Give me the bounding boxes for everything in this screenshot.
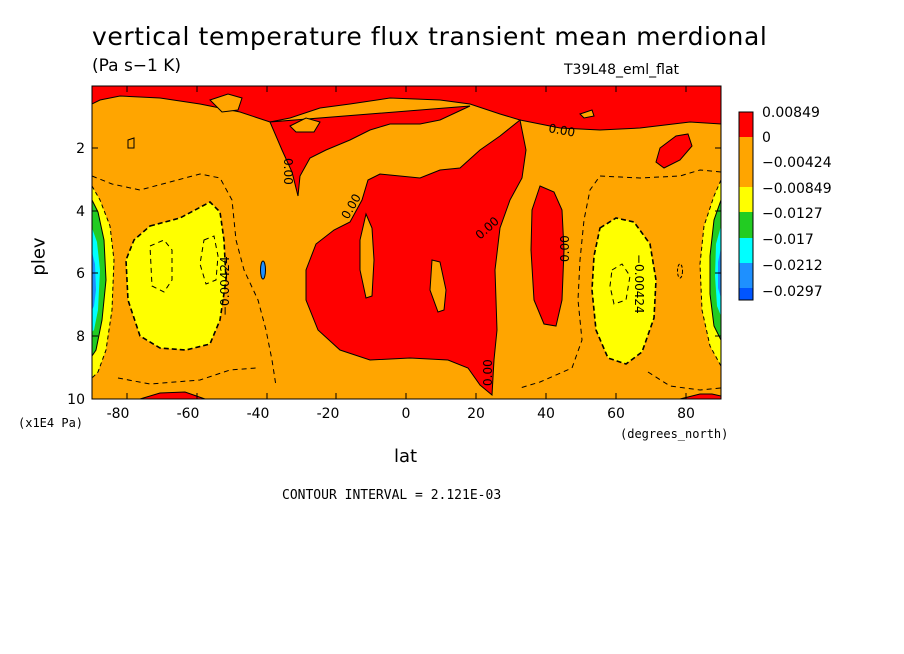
x-axis-label: lat — [394, 446, 418, 467]
legend-frame — [738, 111, 754, 301]
legend-label: −0.0127 — [762, 206, 823, 222]
small-contour — [677, 263, 683, 279]
x-tick-label: -40 — [247, 406, 270, 422]
contour-region-positive — [655, 133, 693, 169]
contour-region-zero — [429, 259, 447, 313]
contour-region-zero — [209, 93, 243, 113]
chart-units: (Pa s−1 K) — [92, 56, 182, 76]
x-tick-label: -20 — [317, 406, 340, 422]
y-tick-labels: 2 4 6 8 10 — [67, 141, 85, 408]
legend-label: −0.00849 — [762, 181, 832, 197]
contour-label: −0.00424 — [632, 254, 646, 314]
contour-region-negative-1 — [591, 217, 657, 365]
y-tick-label: 6 — [76, 266, 85, 282]
legend: 0.00849 0 −0.00424 −0.00849 −0.0127 −0.0… — [738, 105, 832, 301]
x-tick-label: 40 — [537, 406, 555, 422]
dashed-contour-lines — [91, 169, 722, 391]
legend-swatch — [739, 238, 753, 263]
contour-region-positive — [91, 85, 722, 131]
contour-region-zero — [579, 109, 595, 119]
y-tick-label: 4 — [76, 204, 85, 220]
legend-swatch — [739, 263, 753, 288]
x-tick-label: 20 — [467, 406, 485, 422]
y-axis — [92, 147, 721, 337]
contour-region-positive — [305, 119, 527, 397]
legend-label: −0.017 — [762, 232, 814, 248]
x-axis-units: (degrees_north) — [620, 427, 729, 441]
contour-region-positive — [530, 185, 565, 327]
contour-region-zero — [359, 212, 375, 299]
legend-swatch — [739, 212, 753, 238]
y-tick-label: 10 — [67, 392, 85, 408]
contour-fills — [91, 85, 722, 400]
legend-label: −0.0297 — [762, 284, 823, 300]
x-tick-label: 0 — [402, 406, 411, 422]
y-tick-label: 8 — [76, 329, 85, 345]
contour-label: −0.00424 — [218, 256, 232, 316]
legend-label: 0 — [762, 130, 771, 146]
contour-interval-note: CONTOUR INTERVAL = 2.121E-03 — [282, 488, 502, 503]
contour-region-positive — [269, 105, 471, 197]
dataset-label: T39L48_eml_flat — [564, 62, 680, 78]
contour-region-negative-5 — [92, 252, 96, 310]
chart-title: vertical temperature flux transient mean… — [92, 22, 768, 51]
small-contour — [260, 260, 266, 280]
y-tick-label: 2 — [76, 141, 85, 157]
contour-region-negative-1 — [125, 201, 227, 351]
contour-label: 0.00 — [281, 158, 295, 185]
legend-label: −0.0212 — [762, 258, 823, 274]
legend-swatch — [739, 137, 753, 187]
x-tick-label: 80 — [677, 406, 695, 422]
x-tick-labels: -80 -60 -40 -20 0 20 40 60 80 — [107, 406, 695, 422]
legend-swatch — [739, 288, 753, 300]
legend-label: −0.00424 — [762, 155, 832, 171]
x-tick-label: -80 — [107, 406, 130, 422]
contour-region-zero — [289, 117, 321, 133]
contour-label: 0.00 — [547, 121, 576, 139]
legend-swatch — [739, 187, 753, 212]
legend-swatch — [739, 112, 753, 137]
x-tick-label: -60 — [177, 406, 200, 422]
legend-label: 0.00849 — [762, 105, 820, 121]
x-axis — [126, 86, 687, 399]
contour-label: 0.00 — [558, 235, 572, 262]
contour-label: 0.00 — [481, 359, 495, 386]
x-tick-label: 60 — [607, 406, 625, 422]
y-axis-units: (x1E4 Pa) — [18, 416, 84, 430]
contour-region-zero — [127, 137, 135, 149]
